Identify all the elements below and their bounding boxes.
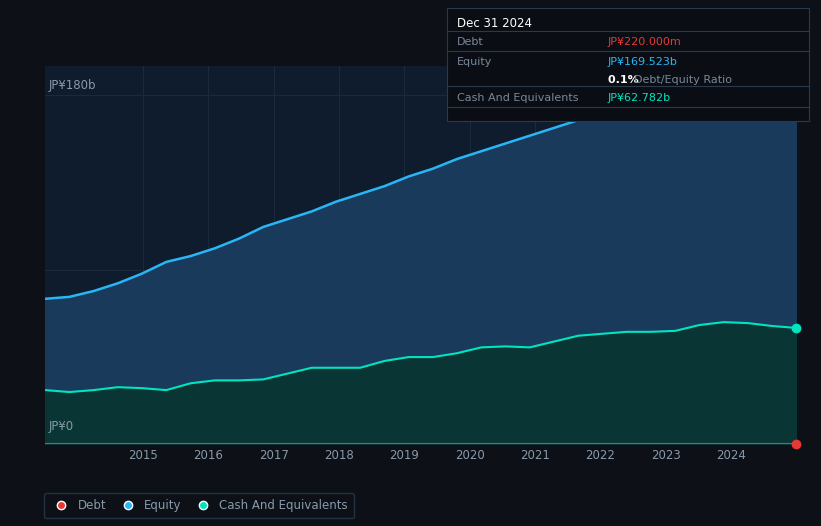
Text: JP¥62.782b: JP¥62.782b: [608, 93, 671, 103]
Text: Cash And Equivalents: Cash And Equivalents: [457, 93, 579, 103]
Text: Dec 31 2024: Dec 31 2024: [457, 17, 532, 31]
Text: JP¥0: JP¥0: [49, 420, 74, 433]
Text: Equity: Equity: [457, 57, 493, 67]
Text: JP¥169.523b: JP¥169.523b: [608, 57, 677, 67]
Text: Debt: Debt: [457, 37, 484, 47]
Text: 0.1%: 0.1%: [608, 75, 642, 85]
Text: Debt/Equity Ratio: Debt/Equity Ratio: [634, 75, 732, 85]
Text: JP¥180b: JP¥180b: [49, 79, 96, 92]
Legend: Debt, Equity, Cash And Equivalents: Debt, Equity, Cash And Equivalents: [44, 493, 354, 518]
Text: JP¥220.000m: JP¥220.000m: [608, 37, 681, 47]
